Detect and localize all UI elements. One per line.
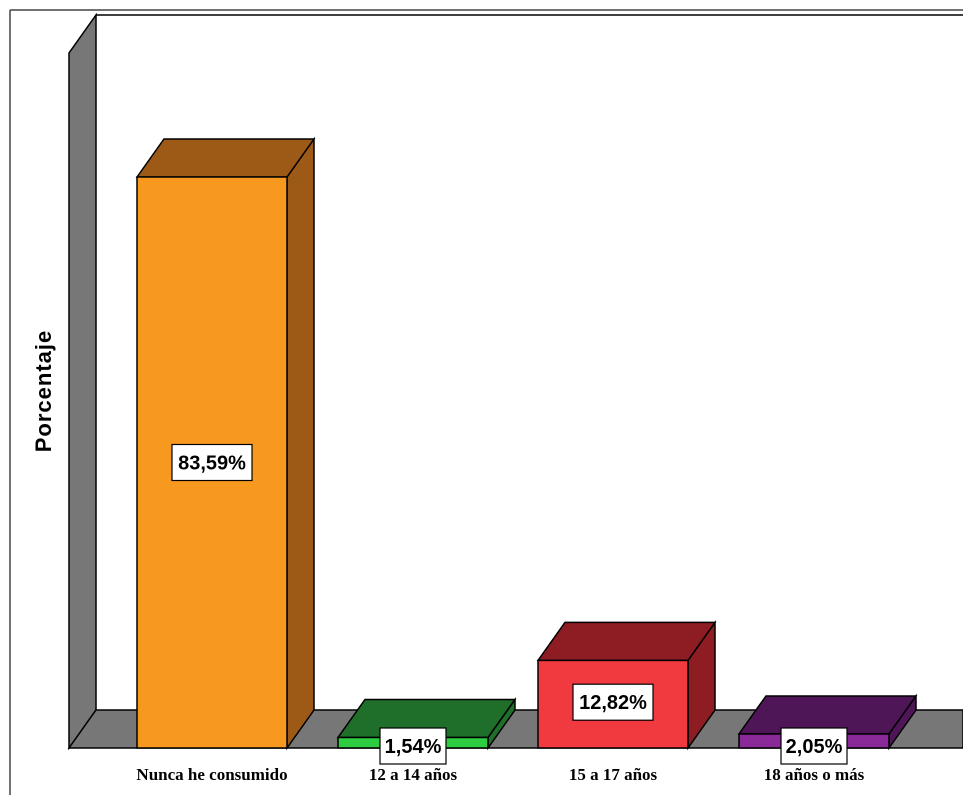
data-label-4: 2,05% <box>780 727 848 765</box>
data-label-box <box>572 683 654 721</box>
data-label-1: 83,59% <box>171 443 253 482</box>
side-wall <box>68 12 97 751</box>
bar-side-face <box>286 136 315 751</box>
bar-top-face <box>536 621 717 662</box>
data-label-text: 12,82% <box>579 692 647 714</box>
bar-3 <box>536 620 717 751</box>
bar-1 <box>135 136 316 751</box>
y-axis-title: Porcentaje <box>31 330 56 453</box>
data-label-box <box>379 727 447 765</box>
bars-layer <box>135 136 918 751</box>
data-label-text: 1,54% <box>385 736 442 758</box>
x-tick-label-2: 12 a 14 años <box>369 765 458 784</box>
bar-top-face <box>135 138 316 178</box>
data-label-text: 2,05% <box>786 736 843 758</box>
x-tick-label-4: 18 años o más <box>764 765 865 784</box>
x-tick-label-1: Nunca he consumido <box>136 765 287 784</box>
labels-layer: 83,59% Nunca he consumido 1,54% 12 a 14 año… <box>136 443 865 784</box>
data-label-2: 1,54% <box>379 727 447 765</box>
data-label-text: 83,59% <box>178 453 246 475</box>
data-label-box <box>780 727 848 765</box>
data-label-box <box>171 443 253 482</box>
x-tick-label-3: 15 a 17 años <box>569 765 658 784</box>
data-label-3: 12,82% <box>572 683 654 721</box>
